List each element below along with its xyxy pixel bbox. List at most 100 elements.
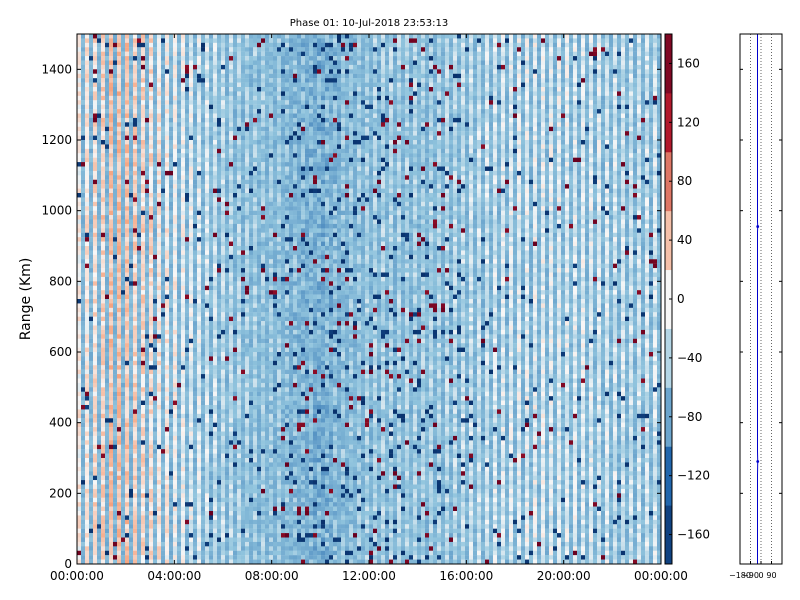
heatmap-cell (165, 254, 170, 260)
heatmap-cell (221, 272, 226, 278)
heatmap-cell (177, 241, 182, 247)
heatmap-cell (81, 162, 86, 167)
heatmap-cell (185, 162, 190, 167)
heatmap-cell (121, 347, 126, 353)
heatmap-cell (105, 374, 110, 379)
heatmap-cell (109, 374, 114, 379)
heatmap-cell (173, 343, 178, 348)
heatmap-cell (201, 38, 206, 43)
heatmap-cell (169, 528, 174, 534)
heatmap-cell (129, 369, 134, 375)
heatmap-cell (81, 193, 86, 198)
heatmap-cell (161, 405, 166, 410)
heatmap-cell (105, 223, 110, 229)
heatmap-cell (145, 42, 150, 48)
heatmap-cell (221, 391, 226, 397)
heatmap-cell (205, 365, 210, 370)
heatmap-cell (157, 316, 162, 322)
heatmap-cell (229, 210, 234, 216)
heatmap-cell (201, 466, 206, 472)
heatmap-cell (181, 38, 186, 43)
heatmap-cell (77, 122, 82, 127)
heatmap-cell (121, 148, 126, 154)
heatmap-cell (217, 466, 222, 472)
heatmap-cell (217, 471, 222, 476)
heatmap-cell (169, 374, 174, 379)
heatmap-cell (97, 294, 102, 300)
heatmap-cell (201, 157, 206, 163)
heatmap-cell (185, 316, 190, 322)
heatmap-cell (189, 524, 194, 529)
heatmap-cell (185, 303, 190, 308)
heatmap-cell (229, 144, 234, 149)
heatmap-cell (157, 466, 162, 472)
heatmap-cell (221, 405, 226, 410)
heatmap-cell (161, 515, 166, 520)
heatmap-cell (101, 378, 106, 384)
heatmap-cell (109, 550, 114, 556)
heatmap-cell (97, 250, 102, 255)
heatmap-cell (221, 285, 226, 291)
heatmap-cell (89, 497, 94, 503)
heatmap-cell (125, 126, 130, 132)
heatmap-cell (213, 294, 218, 300)
heatmap-cell (233, 506, 238, 512)
heatmap-cell (97, 559, 102, 565)
heatmap-cell (173, 206, 178, 211)
heatmap-cell (213, 254, 218, 260)
heatmap-cell (189, 206, 194, 211)
heatmap-cell (169, 449, 174, 454)
heatmap-cell (217, 276, 222, 282)
heatmap-cell (225, 435, 230, 441)
heatmap-cell (173, 303, 178, 308)
heatmap-cell (121, 140, 126, 145)
heatmap-cell (121, 219, 126, 225)
heatmap-cell (145, 241, 150, 247)
heatmap-cell (85, 356, 90, 361)
heatmap-cell (101, 511, 106, 516)
heatmap-cell (101, 369, 106, 375)
heatmap-cell (117, 466, 122, 472)
heatmap-cell (141, 38, 146, 43)
heatmap-cell (89, 276, 94, 282)
heatmap-cell (133, 400, 138, 406)
heatmap-cell (181, 232, 186, 238)
heatmap-cell (165, 276, 170, 282)
heatmap-cell (125, 188, 130, 194)
heatmap-cell (125, 193, 130, 198)
heatmap-cell (137, 462, 142, 467)
heatmap-cell (189, 268, 194, 273)
heatmap-cell (161, 290, 166, 295)
heatmap-cell (93, 418, 98, 423)
heatmap-cell (97, 502, 102, 507)
heatmap-cell (161, 56, 166, 61)
heatmap-cell (189, 166, 194, 172)
heatmap-cell (81, 100, 86, 105)
heatmap-cell (209, 73, 214, 79)
heatmap-cell (205, 488, 210, 494)
heatmap-cell (77, 193, 82, 198)
heatmap-cell (209, 343, 214, 348)
heatmap-cell (145, 338, 150, 344)
heatmap-cell (85, 64, 90, 70)
heatmap-cell (153, 299, 158, 304)
heatmap-cell (77, 223, 82, 229)
heatmap-cell (189, 515, 194, 520)
heatmap-cell (201, 502, 206, 507)
heatmap-cell (201, 559, 206, 565)
heatmap-cell (193, 391, 198, 397)
heatmap-cell (157, 334, 162, 339)
heatmap-cell (225, 197, 230, 202)
heatmap-cell (157, 117, 162, 123)
heatmap-cell (181, 400, 186, 406)
heatmap-cell (101, 91, 106, 96)
heatmap-cell (173, 488, 178, 494)
heatmap-cell (213, 312, 218, 317)
heatmap-cell (229, 113, 234, 119)
heatmap-cell (97, 117, 102, 123)
heatmap-cell (89, 215, 94, 220)
heatmap-cell (157, 166, 162, 172)
heatmap-cell (141, 179, 146, 185)
heatmap-cell (101, 153, 106, 158)
heatmap-cell (117, 396, 122, 401)
